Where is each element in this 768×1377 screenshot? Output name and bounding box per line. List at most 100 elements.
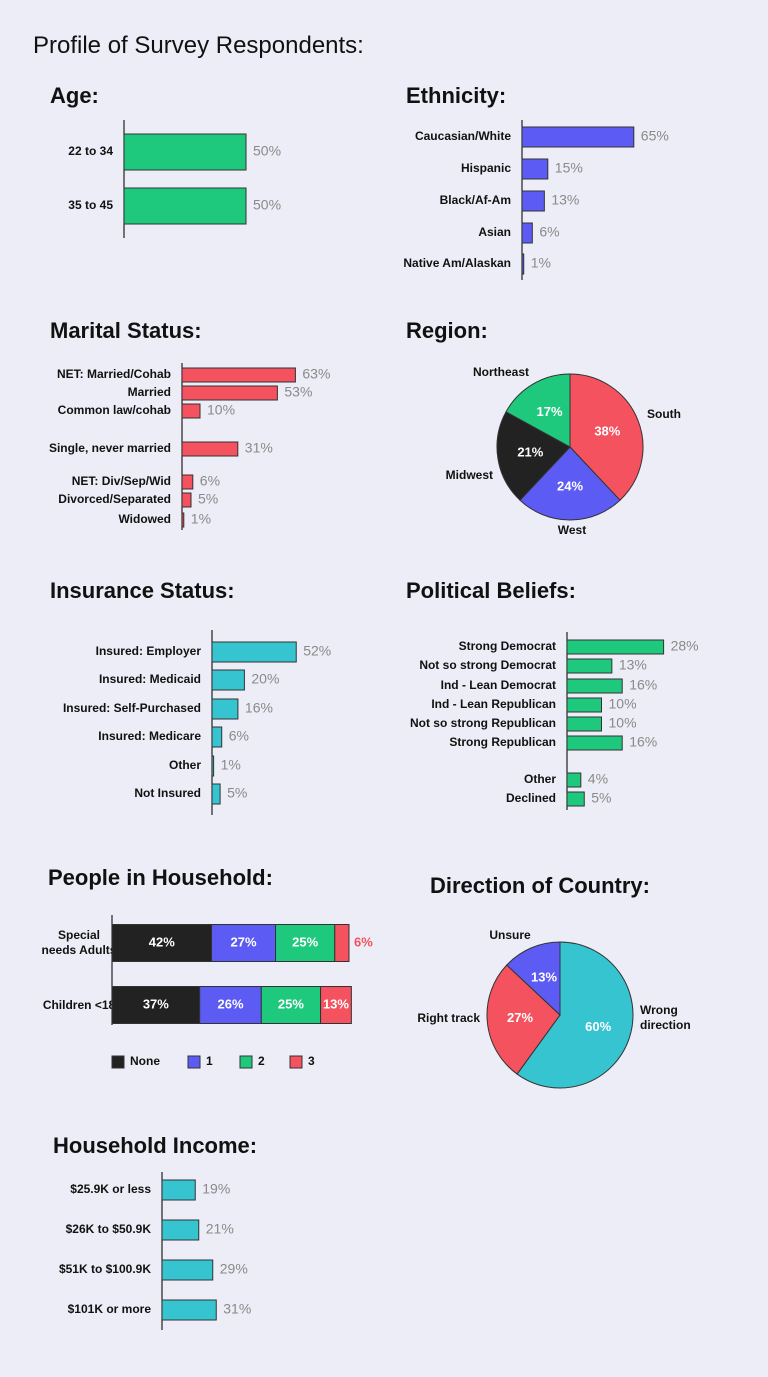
pie-slice [505,373,571,448]
bar [181,367,296,383]
value-label: 6% [229,728,249,744]
bar [161,1259,214,1281]
category-label: Other [169,758,201,772]
value-label: 28% [671,638,699,654]
legend-swatch [289,1055,303,1069]
value-label: 53% [284,384,312,400]
bar [211,641,297,663]
category-label: Widowed [118,512,171,526]
bar [161,1299,217,1321]
bar [161,1219,200,1241]
value-label: 65% [641,128,669,144]
value-label: 1% [531,255,551,271]
bar [211,669,245,691]
value-label: 38% [594,424,620,439]
value-label: 25% [292,934,318,949]
value-label: 1% [191,511,211,527]
category-label: Asian [478,225,511,239]
bar [566,678,623,694]
bar [521,158,549,180]
slice-label-box: West [558,523,586,537]
category-label: Children <18 [42,997,116,1012]
bar [566,735,623,751]
bar [521,222,533,244]
bar [211,726,223,748]
value-label: 17% [537,404,563,419]
slice-label-box: Right track [417,1011,480,1025]
category-label: Common law/cohab [58,403,171,417]
value-label: 13% [619,657,647,673]
legend-swatch [111,1055,125,1069]
category-label: $26K to $50.9K [66,1222,152,1236]
value-label: 1% [221,757,241,773]
value-label: 16% [629,677,657,693]
value-label: 42% [149,934,175,949]
category-label: Other [524,772,556,786]
legend-label: None [130,1054,160,1068]
category-label: Black/Af-Am [440,193,511,207]
bar-segment [211,924,277,962]
legend-label: 3 [308,1054,315,1068]
bar [123,187,247,225]
slice-label: South [647,406,681,421]
slice-label-box: South [647,406,681,421]
slice-label-box: Unsure [489,928,530,942]
category-label: 35 to 45 [68,198,113,212]
category-label: Married [128,385,171,399]
bar [181,492,192,508]
bar [566,772,582,788]
legend-label: 1 [206,1054,213,1068]
category-label: Insured: Medicare [98,729,201,743]
category-label: Divorced/Separated [58,492,171,506]
bar [211,783,221,805]
bar [181,474,194,490]
chart-title: Region: [406,318,488,343]
chart-title: Household Income: [53,1133,257,1158]
pie-slice [516,941,634,1089]
value-label: 20% [251,671,279,687]
slice-label-box: Midwest [445,467,493,482]
value-label: 5% [198,491,218,507]
pie-slice [486,964,561,1075]
bar-segment [260,986,322,1024]
value-label: 16% [245,700,273,716]
value-label: 31% [245,440,273,456]
slice-label: Northeast [472,364,529,379]
bar [566,658,613,674]
legend-label: 2 [258,1054,265,1068]
chart-title: People in Household: [48,865,273,890]
value-label: 24% [557,479,583,494]
bar [181,512,185,528]
category-label: Native Am/Alaskan [403,256,511,270]
value-label: 63% [302,366,330,382]
slice-label: Wrong direction [640,1003,691,1032]
slice-label: Midwest [445,467,493,482]
bar [181,403,201,419]
pie-slice [519,446,621,521]
category-label: NET: Div/Sep/Wid [72,474,171,488]
category-label: Hispanic [461,161,511,175]
category-label: Ind - Lean Democrat [441,678,556,692]
value-label: 21% [206,1221,234,1237]
value-label: 13% [551,192,579,208]
category-label: Declined [506,791,556,805]
bar [123,133,247,171]
value-label: 21% [517,445,543,460]
bar-segment [334,924,350,962]
bar [566,716,602,732]
legend-swatch [187,1055,201,1069]
value-label: 25% [278,996,304,1011]
value-label: 5% [591,790,611,806]
category-label: $101K or more [68,1302,152,1316]
bar-segment [320,986,352,1024]
category-label: Not so strong Republican [410,716,556,730]
bar [181,441,239,457]
chart-title: Ethnicity: [406,83,506,108]
value-label: 15% [555,160,583,176]
category-label: Single, never married [49,441,171,455]
pie-slice [506,941,561,1017]
bar [211,755,215,777]
category-label: Insured: Self-Purchased [63,701,201,715]
category-label-box: Children <18 [42,997,116,1012]
